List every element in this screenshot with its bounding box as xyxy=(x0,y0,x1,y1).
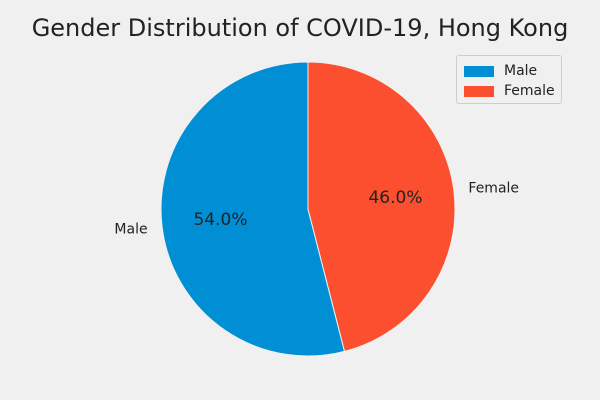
pie-percent-label-female: 46.0% xyxy=(368,188,422,208)
pie-slice-female xyxy=(307,61,456,352)
chart-title: Gender Distribution of COVID-19, Hong Ko… xyxy=(31,14,569,42)
pie-category-label-female: Female xyxy=(468,181,519,197)
pie-percent-label-male: 54.0% xyxy=(193,210,247,230)
legend-item-female: Female xyxy=(464,81,555,101)
legend-swatch-female xyxy=(464,85,494,97)
legend: Male Female xyxy=(456,55,562,104)
pie-labels: Male 54.0% Female 46.0% xyxy=(114,181,519,238)
legend-label-female: Female xyxy=(504,83,555,99)
legend-swatch-male xyxy=(464,65,494,77)
pie-slice-male xyxy=(160,61,346,357)
pie-category-label-male: Male xyxy=(114,221,147,237)
pie-slices xyxy=(160,61,456,357)
legend-item-male: Male xyxy=(464,61,554,81)
legend-label-male: Male xyxy=(504,63,538,79)
